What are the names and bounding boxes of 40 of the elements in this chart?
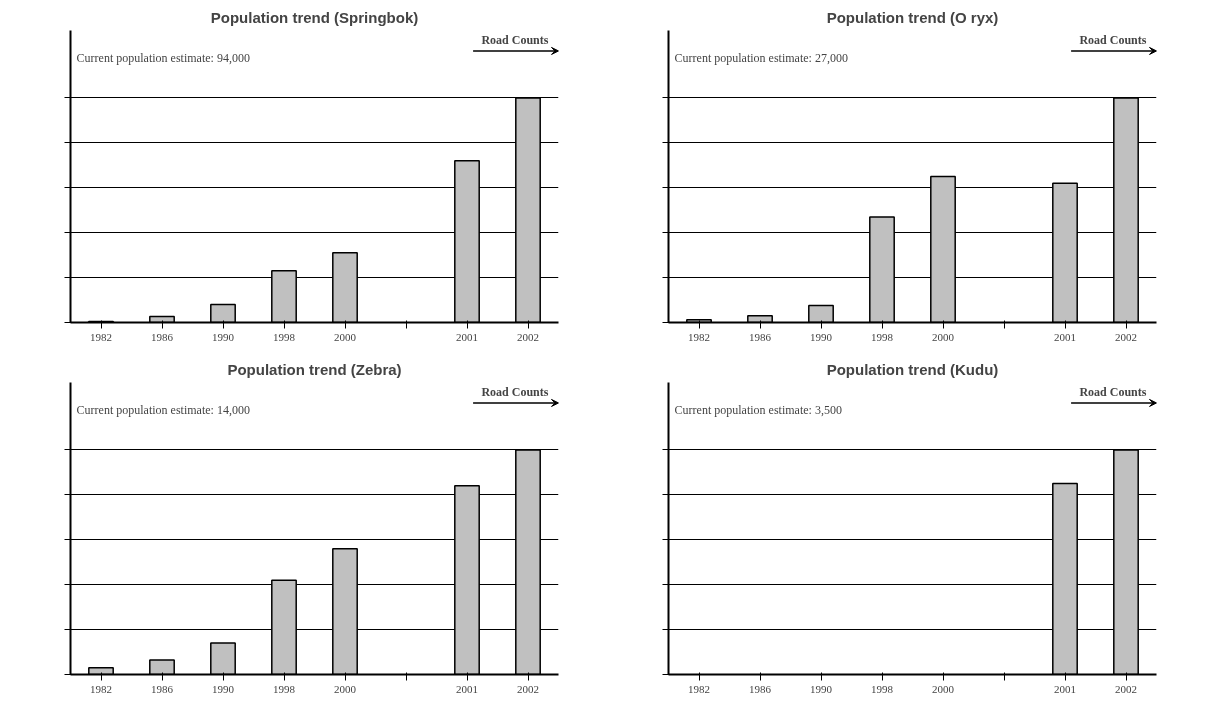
chart-title: Population trend (Zebra): [227, 360, 402, 378]
chart-title: Population trend (Kudu): [826, 360, 999, 378]
x-tick-label: 1986: [151, 330, 174, 343]
text: Current population estimate: 94,000: [76, 50, 250, 65]
x-tick-label: 1998: [871, 682, 894, 695]
x-tick-label: 2002: [1115, 682, 1137, 695]
x-tick-label: 2001: [1054, 682, 1076, 695]
text: Current population estimate: 3,500: [674, 402, 842, 417]
text: Road Counts: [1079, 32, 1147, 47]
text: Road Counts: [481, 384, 549, 399]
x-tick-label: 2002: [1115, 330, 1137, 343]
x-tick-label: 2001: [1054, 330, 1076, 343]
x-tick-label: 2000: [932, 682, 955, 695]
text: Current population estimate: 14,000: [76, 402, 250, 417]
x-tick-label: 2002: [517, 330, 539, 343]
x-tick-label: 2001: [456, 682, 478, 695]
x-tick-label: 1990: [810, 682, 833, 695]
text: Road Counts: [1079, 384, 1147, 399]
x-tick-label: 1990: [810, 330, 833, 343]
x-tick-label: 1990: [212, 682, 235, 695]
x-tick-label: 1986: [151, 682, 174, 695]
x-tick-label: 2001: [456, 330, 478, 343]
x-tick-label: 1998: [273, 682, 296, 695]
x-tick-label: 1998: [871, 330, 894, 343]
x-tick-label: 2002: [517, 682, 539, 695]
x-tick-label: 2000: [932, 330, 955, 343]
x-tick-label: 1982: [688, 682, 710, 695]
x-tick-label: 1982: [90, 682, 112, 695]
x-tick-label: 1990: [212, 330, 235, 343]
chart-title: Population trend (O ryx): [826, 8, 999, 26]
x-tick-label: 1986: [749, 682, 772, 695]
x-tick-label: 1982: [90, 330, 112, 343]
x-tick-label: 1982: [688, 330, 710, 343]
chart-title: Population trend (Springbok): [210, 8, 419, 26]
x-tick-label: 2000: [334, 330, 357, 343]
text: Road Counts: [481, 32, 549, 47]
x-tick-label: 2000: [334, 682, 357, 695]
x-tick-label: 1998: [273, 330, 296, 343]
x-tick-label: 1986: [749, 330, 772, 343]
text: Current population estimate: 27,000: [674, 50, 848, 65]
